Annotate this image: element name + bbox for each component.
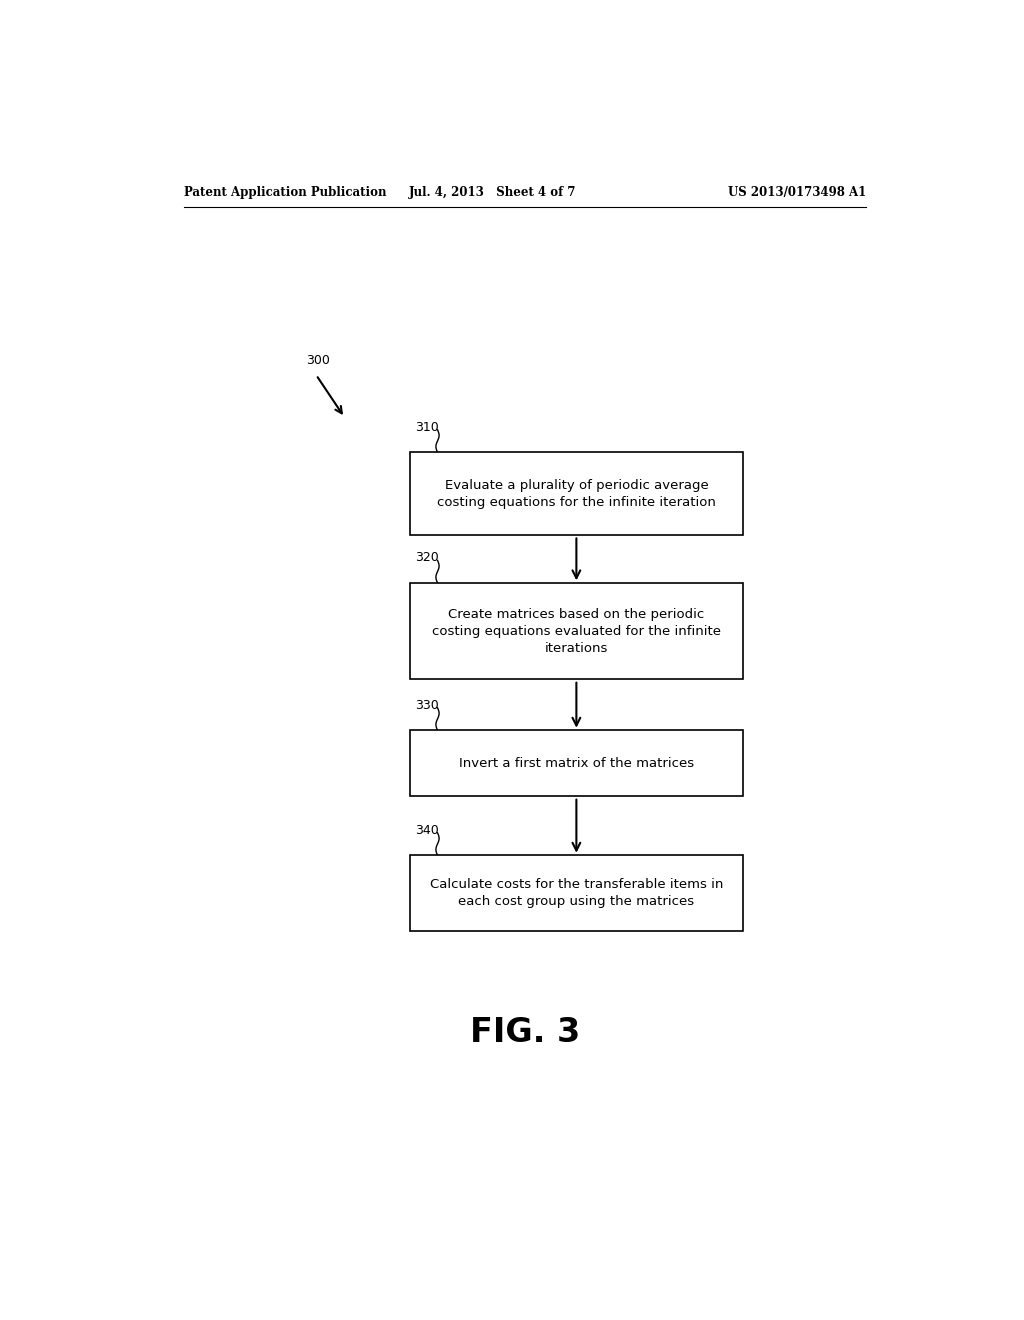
Text: 320: 320 [416, 552, 439, 565]
Text: Invert a first matrix of the matrices: Invert a first matrix of the matrices [459, 756, 694, 770]
Text: 340: 340 [416, 824, 439, 837]
Text: 310: 310 [416, 421, 439, 434]
FancyBboxPatch shape [410, 453, 743, 536]
Text: 330: 330 [416, 698, 439, 711]
FancyBboxPatch shape [410, 730, 743, 796]
Text: Jul. 4, 2013   Sheet 4 of 7: Jul. 4, 2013 Sheet 4 of 7 [410, 186, 577, 199]
Text: FIG. 3: FIG. 3 [470, 1016, 580, 1049]
FancyBboxPatch shape [410, 582, 743, 680]
Text: US 2013/0173498 A1: US 2013/0173498 A1 [728, 186, 866, 199]
Text: Create matrices based on the periodic
costing equations evaluated for the infini: Create matrices based on the periodic co… [432, 607, 721, 655]
Text: 300: 300 [306, 354, 331, 367]
FancyBboxPatch shape [410, 855, 743, 932]
Text: Patent Application Publication: Patent Application Publication [183, 186, 386, 199]
Text: Evaluate a plurality of periodic average
costing equations for the infinite iter: Evaluate a plurality of periodic average… [437, 479, 716, 508]
Text: Calculate costs for the transferable items in
each cost group using the matrices: Calculate costs for the transferable ite… [430, 878, 723, 908]
